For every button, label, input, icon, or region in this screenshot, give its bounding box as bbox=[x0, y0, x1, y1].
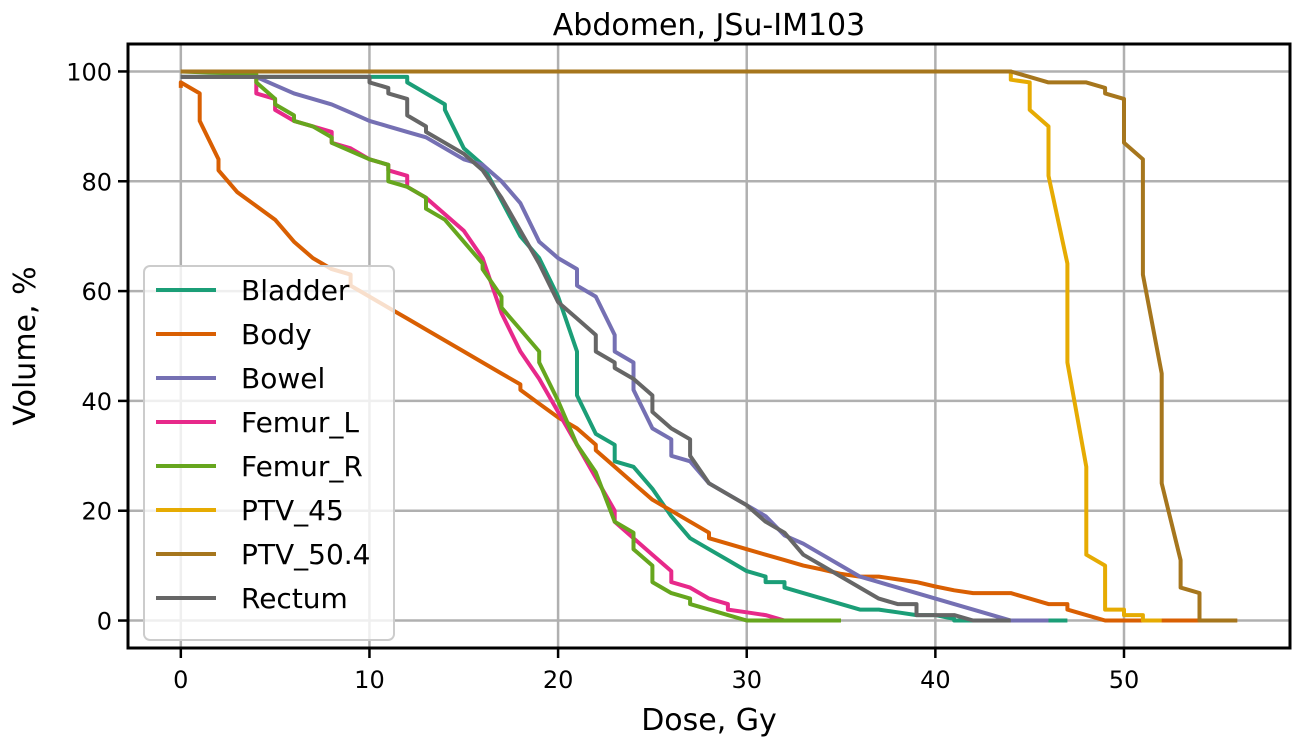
y-axis: 0 20 40 60 80 100 bbox=[66, 58, 128, 636]
legend-label: Femur_L bbox=[241, 406, 359, 439]
series-line-bowel bbox=[180, 74, 1049, 623]
series-line-ptv-50-4 bbox=[180, 69, 1238, 623]
chart-title: Abdomen, JSu-IM103 bbox=[553, 8, 865, 43]
plot-frame bbox=[126, 42, 1292, 650]
series-line-body bbox=[178, 80, 1238, 623]
y-tick-label: 60 bbox=[81, 278, 112, 306]
x-axis: 0 10 20 30 40 50 bbox=[173, 648, 1139, 694]
x-tick-label: 40 bbox=[920, 666, 951, 694]
x-tick-label: 50 bbox=[1109, 666, 1140, 694]
series-line-femur-r bbox=[180, 69, 841, 623]
y-tick-label: 100 bbox=[66, 58, 112, 86]
x-tick-label: 10 bbox=[354, 666, 385, 694]
x-tick-label: 30 bbox=[731, 666, 762, 694]
legend: Bladder Body Bowel Femur_L Femur_R PTV_45 PTV_… bbox=[143, 265, 395, 641]
y-axis-label: Volume, % bbox=[8, 266, 43, 425]
x-axis-label: Dose, Gy bbox=[641, 703, 777, 738]
x-tick-label: 20 bbox=[543, 666, 574, 694]
series-line-femur-l bbox=[180, 69, 804, 623]
series-line-bladder bbox=[180, 74, 1068, 623]
legend-label: Body bbox=[241, 318, 312, 351]
y-tick-label: 20 bbox=[81, 498, 112, 526]
series-layer bbox=[178, 69, 1238, 623]
legend-label: Bladder bbox=[241, 274, 350, 307]
legend-label: PTV_50.4 bbox=[241, 538, 371, 571]
y-tick-label: 0 bbox=[97, 608, 112, 636]
y-tick-label: 40 bbox=[81, 388, 112, 416]
legend-label: Rectum bbox=[241, 582, 348, 615]
x-tick-label: 0 bbox=[173, 666, 188, 694]
legend-box bbox=[143, 265, 395, 641]
legend-label: Bowel bbox=[241, 362, 325, 395]
legend-label: PTV_45 bbox=[241, 494, 344, 527]
y-tick-label: 80 bbox=[81, 168, 112, 196]
series-line-ptv-45 bbox=[180, 69, 1162, 623]
legend-label: Femur_R bbox=[241, 450, 363, 483]
series-line-rectum bbox=[180, 74, 1011, 623]
